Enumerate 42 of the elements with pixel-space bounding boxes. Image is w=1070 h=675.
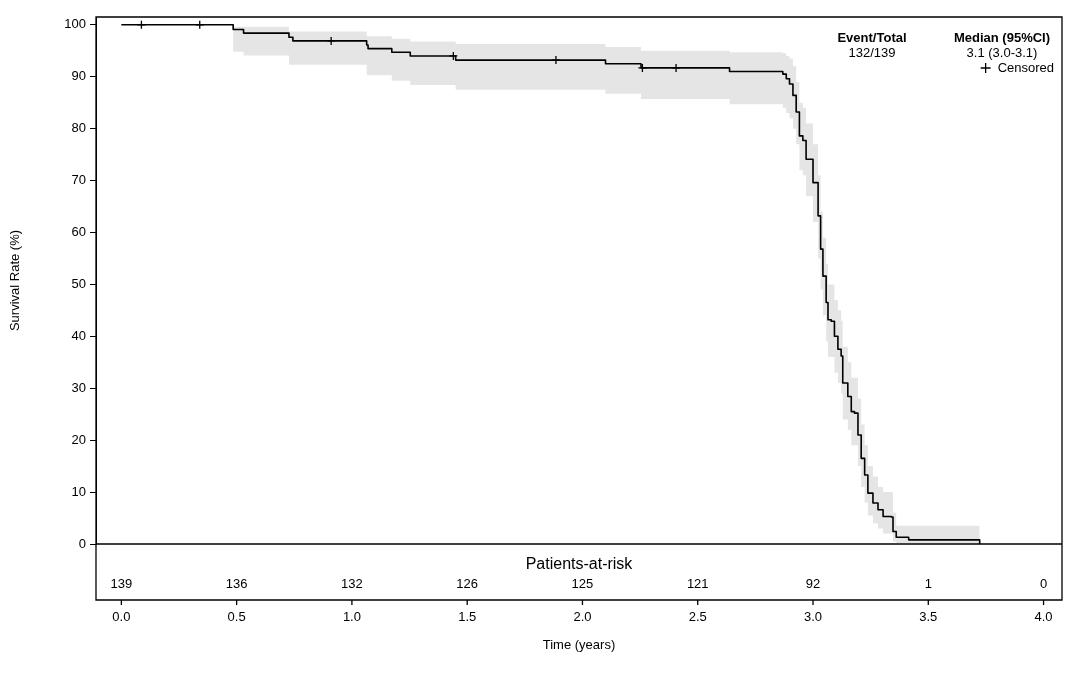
point [637, 63, 648, 73]
y-tick-label: 70 [71, 172, 86, 188]
x-tick-label: 2.5 [688, 609, 707, 625]
text: 0 [1039, 575, 1048, 591]
text: 139 [110, 575, 133, 591]
x-tick-label: 4.0 [1034, 609, 1053, 625]
annotation: Median (95%CI) [953, 29, 1051, 45]
y-tick-label: 40 [71, 327, 86, 343]
y-tick-label: 20 [71, 431, 86, 447]
text: 121 [686, 575, 709, 591]
y-tick-label: 50 [71, 275, 86, 291]
text: 136 [225, 575, 248, 591]
x-tick-label: 0.0 [112, 609, 131, 625]
y-tick-label: 100 [64, 16, 86, 32]
y-tick-label: 10 [71, 483, 86, 499]
x-tick-label: 1.0 [342, 609, 361, 625]
text: 126 [456, 575, 479, 591]
annotation: Event/Total [837, 29, 907, 45]
annotation: 132/139 [848, 44, 896, 60]
text: Patients-at-risk [525, 555, 634, 573]
text: 125 [571, 575, 594, 591]
y-tick-label: 60 [71, 224, 86, 240]
text: 92 [805, 575, 821, 591]
legend-label: Censored [997, 59, 1054, 75]
text: 132 [341, 575, 363, 591]
x-tick-label: 3.5 [919, 609, 938, 625]
text: 1 [924, 575, 932, 591]
x-tick-label: 1.5 [458, 609, 477, 625]
y-tick-label: 30 [71, 379, 86, 395]
x-axis-title: Time (years) [542, 636, 616, 652]
x-tick-label: 2.0 [573, 609, 592, 625]
point [326, 36, 336, 46]
y-axis-title: Survival Rate (%) [7, 229, 23, 332]
annotation: 3.1 (3.0-3.1) [966, 44, 1038, 60]
y-tick-label: 90 [71, 68, 86, 84]
point [551, 55, 561, 65]
point [671, 63, 681, 73]
y-tick-label: 80 [71, 120, 86, 136]
y-tick-label: 0 [78, 535, 86, 551]
x-tick-label: 0.5 [227, 609, 246, 625]
point [448, 51, 458, 61]
x-tick-label: 3.0 [803, 609, 823, 625]
